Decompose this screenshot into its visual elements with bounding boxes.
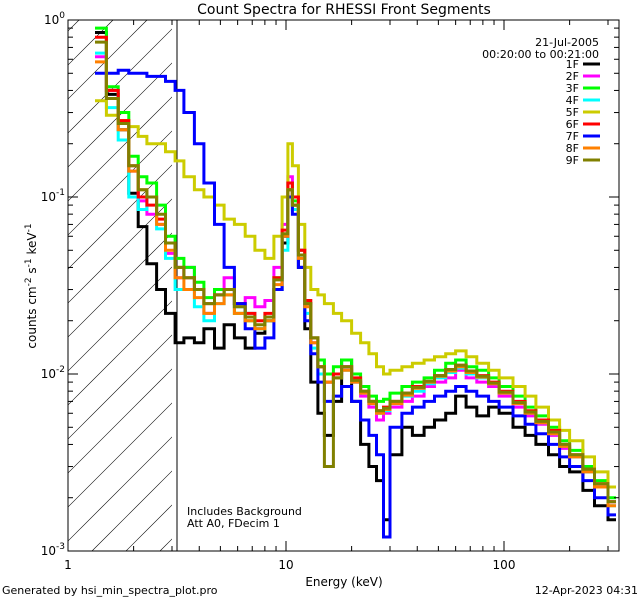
legend-label-6F: 6F: [566, 118, 579, 131]
chart-title: Count Spectra for RHESSI Front Segments: [197, 2, 491, 18]
generation-timestamp: 12-Apr-2023 04:31: [535, 584, 638, 597]
y-tick-label: 10-3: [41, 542, 65, 558]
legend-label-7F: 7F: [566, 130, 579, 143]
hatch-line: [68, 96, 173, 202]
y-tick-base: 10: [44, 13, 59, 27]
legend-label-4F: 4F: [566, 94, 579, 107]
hatch-line: [68, 402, 173, 508]
y-label-s: s: [25, 267, 39, 277]
hatch-line: [68, 232, 173, 338]
y-tick-base: 10: [41, 190, 56, 204]
y-tick-base: 10: [41, 367, 56, 381]
hatch-line: [68, 266, 173, 372]
series-line-5F: [95, 99, 616, 489]
y-tick-label: 10-2: [41, 365, 65, 381]
y-tick-exponent: 0: [59, 11, 65, 21]
hatch-line: [68, 164, 173, 270]
series-line-9F: [95, 40, 616, 504]
hatch-line: [68, 20, 148, 100]
legend-label-9F: 9F: [566, 154, 579, 167]
y-axis-label: counts cm-2 s-1 keV-1: [24, 223, 39, 348]
x-tick-label: 1: [64, 558, 72, 572]
hatch-line: [68, 62, 173, 168]
attenuator-note: Att A0, FDecim 1: [187, 517, 280, 530]
legend-label-3F: 3F: [566, 82, 579, 95]
observation-date: 21-Jul-2005: [535, 36, 599, 49]
y-tick-exponent: -1: [56, 188, 65, 198]
hatch-line: [68, 368, 173, 474]
x-axis-label: Energy (keV): [305, 575, 382, 589]
series-line-4F: [95, 51, 616, 508]
y-label-exponent-2: -1: [24, 258, 34, 267]
legend-label-2F: 2F: [566, 70, 579, 83]
y-tick-label: 100: [44, 11, 65, 27]
y-tick-exponent: -3: [56, 542, 65, 552]
series-line-8F: [95, 60, 616, 508]
series-line-7F: [95, 68, 616, 539]
x-tick-label: 10: [278, 558, 293, 572]
series-line-1F: [95, 31, 616, 522]
hatch-line: [68, 130, 173, 236]
y-label-kev: keV: [25, 232, 39, 259]
excluded-energy-hatch: [68, 20, 173, 551]
generator-credit: Generated by hsi_min_spectra_plot.pro: [2, 584, 218, 597]
observation-time-range: 00:20:00 to 00:21:00: [482, 48, 599, 61]
x-tick-label: 100: [493, 558, 516, 572]
hatch-line: [68, 28, 173, 134]
y-tick-label: 10-1: [41, 188, 65, 204]
legend-label-5F: 5F: [566, 106, 579, 119]
legend-label-1F: 1F: [566, 58, 579, 71]
hatch-line: [68, 436, 173, 542]
y-label-exponent-3: -1: [24, 223, 34, 232]
y-tick-exponent: -2: [56, 365, 65, 375]
plot-frame: [67, 19, 620, 552]
series-line-3F: [95, 26, 616, 500]
series-line-6F: [95, 35, 616, 504]
legend-label-8F: 8F: [566, 142, 579, 155]
y-tick-base: 10: [41, 544, 56, 558]
hatch-line: [68, 334, 173, 440]
series-layer: [95, 26, 616, 539]
hatch-line: [68, 20, 80, 32]
hatch-line: [91, 470, 173, 551]
hatch-line: [68, 198, 173, 304]
background-note: Includes Background: [187, 505, 302, 518]
y-label-exponent-1: -2: [24, 277, 34, 286]
